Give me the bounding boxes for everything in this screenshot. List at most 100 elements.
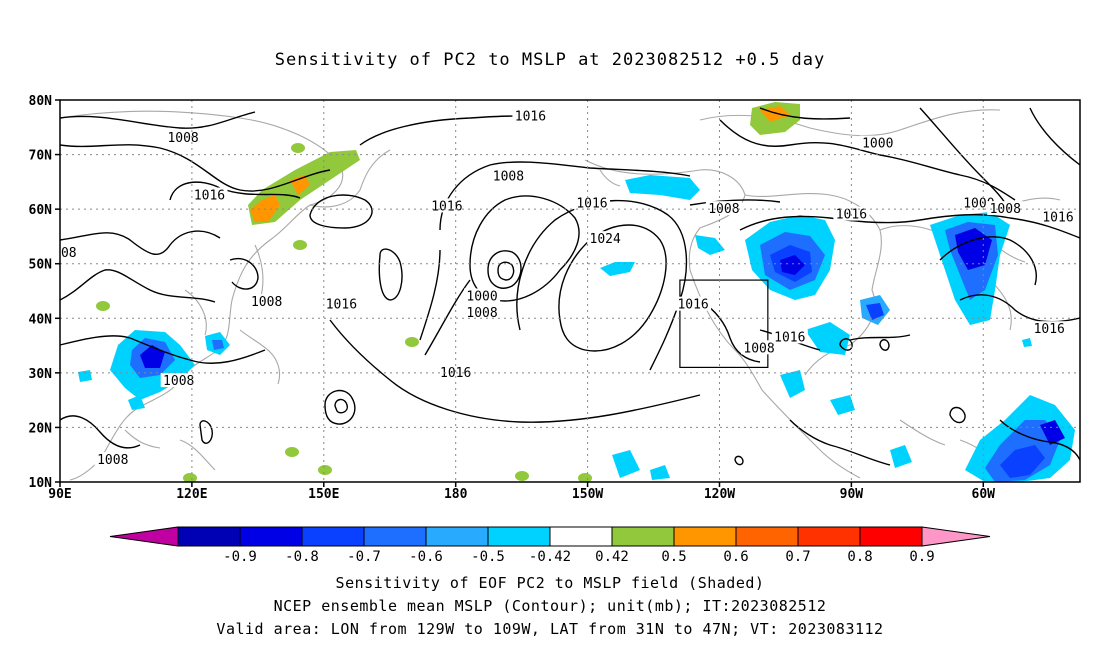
colorbar-arrow-high <box>921 526 991 547</box>
contour-label-bg <box>94 452 131 467</box>
colorbar-segment <box>239 526 303 547</box>
map-gridlines <box>60 100 1080 482</box>
contour-label: 1016 <box>515 109 546 124</box>
colorbar-label: 0.9 <box>909 549 934 565</box>
contour-label-bg <box>771 329 808 344</box>
shaded-area <box>830 395 855 415</box>
lon-label: 120W <box>704 487 735 502</box>
colorbar-arrow-low <box>109 526 179 547</box>
contour-label: 1008 <box>163 374 194 389</box>
shaded-area <box>780 255 805 275</box>
contour-label-bg <box>464 288 501 303</box>
lon-label: 150W <box>572 487 603 502</box>
lon-label: 60W <box>972 487 996 502</box>
contour-label-bg <box>859 135 896 150</box>
contour-label-bg <box>705 201 742 216</box>
shaded-area <box>183 473 197 482</box>
contour-label: 1016 <box>677 298 708 313</box>
colorbar-label: 0.8 <box>847 549 872 565</box>
lat-label: 40N <box>29 312 53 327</box>
contour-label: 1008 <box>251 295 282 310</box>
contour-label: 1000 <box>963 197 994 212</box>
contour-label-bg <box>490 168 527 183</box>
contour-label-bg <box>165 130 202 145</box>
shaded-area <box>140 345 165 368</box>
contour-label-bg <box>587 231 624 246</box>
contour-label: 1016 <box>1042 210 1073 225</box>
colorbar-segment <box>301 526 365 547</box>
footer-line-1: Sensitivity of EOF PC2 to MSLP field (Sh… <box>335 574 765 592</box>
colorbar-segment <box>487 526 551 547</box>
contour-label-bg <box>60 244 79 259</box>
contour-label: 1000 <box>862 137 893 152</box>
contour-label-bg <box>987 201 1024 216</box>
shaded-area <box>650 465 670 480</box>
shaded-area <box>128 395 145 410</box>
contour-label: 1008 <box>97 453 128 468</box>
contour-label-bg <box>248 293 285 308</box>
lon-label: 120E <box>176 487 207 502</box>
contour-label-bg <box>464 304 501 319</box>
lat-label: 50N <box>29 258 53 273</box>
colorbar-label: -0.6 <box>409 549 443 565</box>
shaded-area <box>291 143 305 153</box>
colorbar-segment <box>797 526 861 547</box>
contour-label: 1016 <box>440 366 471 381</box>
shaded-area <box>212 340 224 350</box>
shaded-area <box>866 303 884 320</box>
shaded-area <box>405 337 419 347</box>
colorbar-segment <box>549 526 613 547</box>
colorbar-label: 0.7 <box>785 549 810 565</box>
footer-line-2: NCEP ensemble mean MSLP (Contour); unit(… <box>273 597 827 615</box>
contour-label-bg <box>675 296 712 311</box>
contour-label: 1008 <box>708 202 739 217</box>
contour-label: 1008 <box>167 131 198 146</box>
colorbar-segment <box>425 526 489 547</box>
lat-label: 80N <box>29 94 53 109</box>
shaded-area <box>250 195 280 222</box>
footer-line-3: Valid area: LON from 129W to 109W, LAT f… <box>216 620 884 638</box>
shaded-area <box>805 322 850 355</box>
shaded-area <box>695 235 725 255</box>
shaded-area <box>515 471 529 481</box>
shaded-area <box>955 228 992 270</box>
lon-label: 180 <box>444 487 468 502</box>
colorbar-label: -0.9 <box>223 549 257 565</box>
valid-area-box <box>679 279 769 369</box>
mslp-contours <box>60 107 1080 466</box>
colorbar-segment <box>177 526 241 547</box>
lon-label: 90E <box>48 487 71 502</box>
contour-label-bg <box>191 187 228 202</box>
colorbar-label: -0.42 <box>529 549 571 565</box>
colorbar-label: -0.7 <box>347 549 381 565</box>
contour-label: 1016 <box>1034 322 1065 337</box>
contour-label: 1016 <box>576 197 607 212</box>
shaded-area <box>78 370 92 382</box>
contour-label-bg <box>741 340 778 355</box>
shaded-area <box>760 106 790 122</box>
contour-label-bg <box>1031 321 1068 336</box>
colorbar-label: 0.6 <box>723 549 748 565</box>
colorbar: -0.9 -0.8 -0.7 -0.6 -0.5 -0.42 0.42 0.5 0.6 0.7 0.… <box>109 526 991 565</box>
contour-label-bg <box>573 195 610 210</box>
contour-label: 1016 <box>194 189 225 204</box>
contour-label-bg <box>323 296 360 311</box>
contour-label: 1016 <box>326 298 357 313</box>
colorbar-label: 0.42 <box>595 549 629 565</box>
contour-label: 1008 <box>466 306 497 321</box>
shaded-area <box>1000 445 1045 478</box>
map-frame <box>59 99 1081 483</box>
shaded-area <box>890 445 912 468</box>
contour-label-bg <box>512 108 549 123</box>
colorbar-label: -0.5 <box>471 549 505 565</box>
shaded-area <box>285 447 299 457</box>
shaded-area <box>578 473 592 482</box>
lon-label: 90W <box>840 487 864 502</box>
colorbar-label: -0.8 <box>285 549 319 565</box>
shaded-area <box>318 465 332 475</box>
contour-label-bg <box>1040 209 1077 224</box>
